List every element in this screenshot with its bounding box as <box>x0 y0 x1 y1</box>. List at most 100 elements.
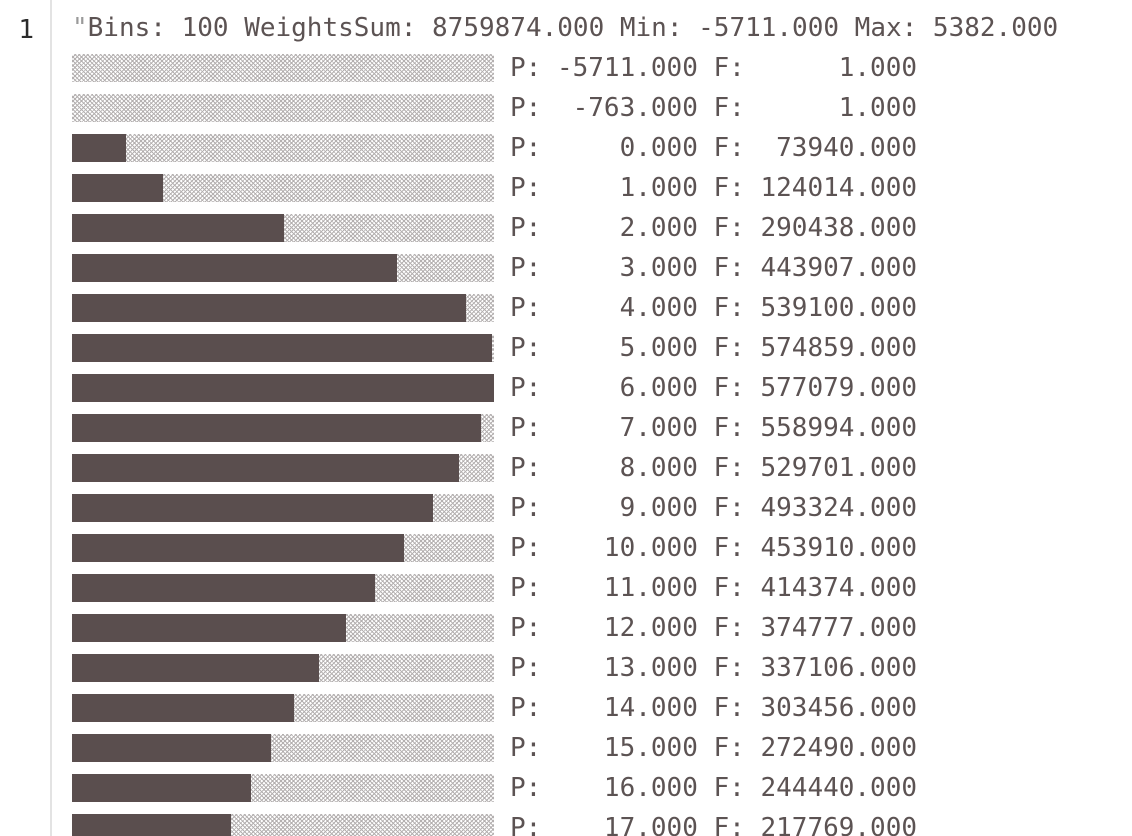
histogram-row: P: 9.000 F: 493324.000 <box>72 490 1132 526</box>
position-value: 16.000 <box>556 773 698 803</box>
line-number-gutter: 1 <box>0 0 52 836</box>
histogram-row: P: 11.000 F: 414374.000 <box>72 570 1132 606</box>
frequency-value: 577079.000 <box>760 373 918 403</box>
position-prefix: P: <box>510 253 557 283</box>
histogram-bar-track <box>72 374 494 402</box>
histogram-bar-track <box>72 614 494 642</box>
histogram-row-label: P: 8.000 F: 529701.000 <box>510 450 917 486</box>
position-value: -5711.000 <box>556 53 698 83</box>
histogram-bar <box>72 694 294 722</box>
histogram-row-label: P: 7.000 F: 558994.000 <box>510 410 917 446</box>
histogram-summary: Bins: 100 WeightsSum: 8759874.000 Min: -… <box>87 13 1059 43</box>
frequency-value: 124014.000 <box>760 173 918 203</box>
position-prefix: P: <box>510 733 557 763</box>
position-prefix: P: <box>510 533 557 563</box>
histogram-row-label: P: 4.000 F: 539100.000 <box>510 290 917 326</box>
position-prefix: P: <box>510 333 557 363</box>
histogram-bar <box>72 814 231 836</box>
histogram-bar <box>72 614 346 642</box>
histogram-bar <box>72 214 284 242</box>
histogram-row: P: -5711.000 F: 1.000 <box>72 50 1132 86</box>
frequency-value: 244440.000 <box>760 773 918 803</box>
frequency-value: 443907.000 <box>760 253 918 283</box>
histogram-bar <box>72 654 319 682</box>
histogram-row-label: P: 10.000 F: 453910.000 <box>510 530 917 566</box>
position-value: 12.000 <box>556 613 698 643</box>
histogram-bar <box>72 734 271 762</box>
position-value: 17.000 <box>556 813 698 836</box>
histogram-bar-track <box>72 534 494 562</box>
position-value: 4.000 <box>556 293 698 323</box>
position-value: 8.000 <box>556 453 698 483</box>
position-prefix: P: <box>510 93 557 123</box>
histogram-row: P: 16.000 F: 244440.000 <box>72 770 1132 806</box>
histogram-row: P: 1.000 F: 124014.000 <box>72 170 1132 206</box>
position-value: 10.000 <box>556 533 698 563</box>
histogram-row: P: 12.000 F: 374777.000 <box>72 610 1132 646</box>
frequency-prefix: F: <box>697 173 761 203</box>
position-value: 14.000 <box>556 693 698 723</box>
frequency-value: 493324.000 <box>760 493 918 523</box>
position-prefix: P: <box>510 373 557 403</box>
histogram-row-label: P: 9.000 F: 493324.000 <box>510 490 917 526</box>
histogram-bar <box>72 774 251 802</box>
position-prefix: P: <box>510 573 557 603</box>
frequency-prefix: F: <box>697 293 761 323</box>
frequency-value: 217769.000 <box>760 813 918 836</box>
position-prefix: P: <box>510 773 557 803</box>
position-prefix: P: <box>510 293 557 323</box>
position-value: 9.000 <box>556 493 698 523</box>
frequency-value: 574859.000 <box>760 333 918 363</box>
histogram-row: P: -763.000 F: 1.000 <box>72 90 1132 126</box>
histogram-row-label: P: 6.000 F: 577079.000 <box>510 370 917 406</box>
position-value: 3.000 <box>556 253 698 283</box>
histogram-row-label: P: 16.000 F: 244440.000 <box>510 770 917 806</box>
position-value: 7.000 <box>556 413 698 443</box>
histogram-bar <box>72 374 494 402</box>
position-value: 0.000 <box>556 133 698 163</box>
histogram-row: P: 10.000 F: 453910.000 <box>72 530 1132 566</box>
histogram-bar-track <box>72 414 494 442</box>
histogram-row: P: 4.000 F: 539100.000 <box>72 290 1132 326</box>
line-number: 1 <box>18 15 34 45</box>
histogram-row: P: 2.000 F: 290438.000 <box>72 210 1132 246</box>
frequency-prefix: F: <box>697 533 761 563</box>
frequency-value: 414374.000 <box>760 573 918 603</box>
editor-content[interactable]: "Bins: 100 WeightsSum: 8759874.000 Min: … <box>72 0 1132 836</box>
histogram-row: P: 14.000 F: 303456.000 <box>72 690 1132 726</box>
position-prefix: P: <box>510 453 557 483</box>
frequency-value: 453910.000 <box>760 533 918 563</box>
histogram-row-label: P: 5.000 F: 574859.000 <box>510 330 917 366</box>
position-prefix: P: <box>510 413 557 443</box>
histogram-bar-track <box>72 214 494 242</box>
frequency-value: 539100.000 <box>760 293 918 323</box>
frequency-prefix: F: <box>697 373 761 403</box>
frequency-value: 1.000 <box>760 53 918 83</box>
histogram-bar <box>72 134 126 162</box>
histogram-bar-track <box>72 574 494 602</box>
frequency-prefix: F: <box>697 493 761 523</box>
histogram-bar-track <box>72 334 494 362</box>
frequency-prefix: F: <box>697 693 761 723</box>
histogram-bar-track <box>72 654 494 682</box>
histogram-row-label: P: -5711.000 F: 1.000 <box>510 50 917 86</box>
frequency-prefix: F: <box>697 93 761 123</box>
frequency-prefix: F: <box>697 213 761 243</box>
histogram-row-label: P: 0.000 F: 73940.000 <box>510 130 917 166</box>
position-prefix: P: <box>510 53 557 83</box>
frequency-value: 272490.000 <box>760 733 918 763</box>
histogram-bar-track <box>72 774 494 802</box>
histogram-bar-track <box>72 454 494 482</box>
position-value: 11.000 <box>556 573 698 603</box>
histogram-row-label: P: -763.000 F: 1.000 <box>510 90 917 126</box>
histogram-bar-track <box>72 134 494 162</box>
frequency-prefix: F: <box>697 773 761 803</box>
histogram-bar-track <box>72 254 494 282</box>
histogram-row: P: 13.000 F: 337106.000 <box>72 650 1132 686</box>
frequency-value: 529701.000 <box>760 453 918 483</box>
histogram-bar-track <box>72 694 494 722</box>
frequency-prefix: F: <box>697 53 761 83</box>
histogram-row: P: 17.000 F: 217769.000 <box>72 810 1132 836</box>
frequency-value: 303456.000 <box>760 693 918 723</box>
